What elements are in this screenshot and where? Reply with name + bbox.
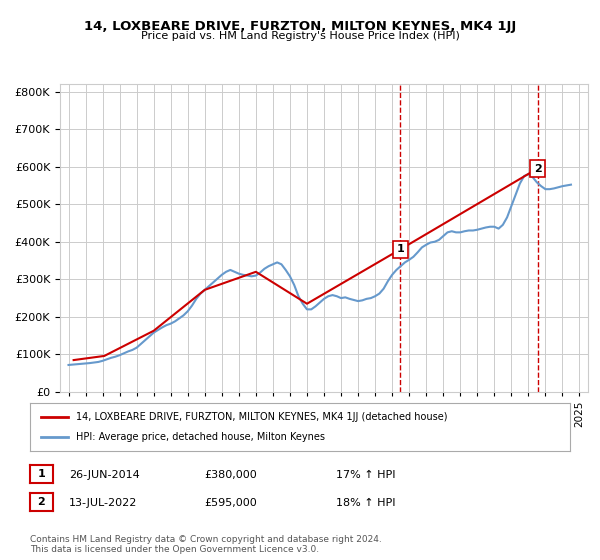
Text: 14, LOXBEARE DRIVE, FURZTON, MILTON KEYNES, MK4 1JJ: 14, LOXBEARE DRIVE, FURZTON, MILTON KEYN… [84,20,516,32]
Text: 2: 2 [38,497,45,507]
Text: 13-JUL-2022: 13-JUL-2022 [69,498,137,508]
Text: Price paid vs. HM Land Registry's House Price Index (HPI): Price paid vs. HM Land Registry's House … [140,31,460,41]
Text: 1: 1 [38,469,45,479]
Text: £595,000: £595,000 [204,498,257,508]
Text: HPI: Average price, detached house, Milton Keynes: HPI: Average price, detached house, Milt… [76,432,325,442]
Text: £380,000: £380,000 [204,470,257,480]
Text: 1: 1 [397,244,404,254]
Text: Contains HM Land Registry data © Crown copyright and database right 2024.
This d: Contains HM Land Registry data © Crown c… [30,535,382,554]
Text: 14, LOXBEARE DRIVE, FURZTON, MILTON KEYNES, MK4 1JJ (detached house): 14, LOXBEARE DRIVE, FURZTON, MILTON KEYN… [76,412,448,422]
Text: 18% ↑ HPI: 18% ↑ HPI [336,498,395,508]
Text: 26-JUN-2014: 26-JUN-2014 [69,470,140,480]
Text: 17% ↑ HPI: 17% ↑ HPI [336,470,395,480]
Text: 2: 2 [534,164,541,174]
